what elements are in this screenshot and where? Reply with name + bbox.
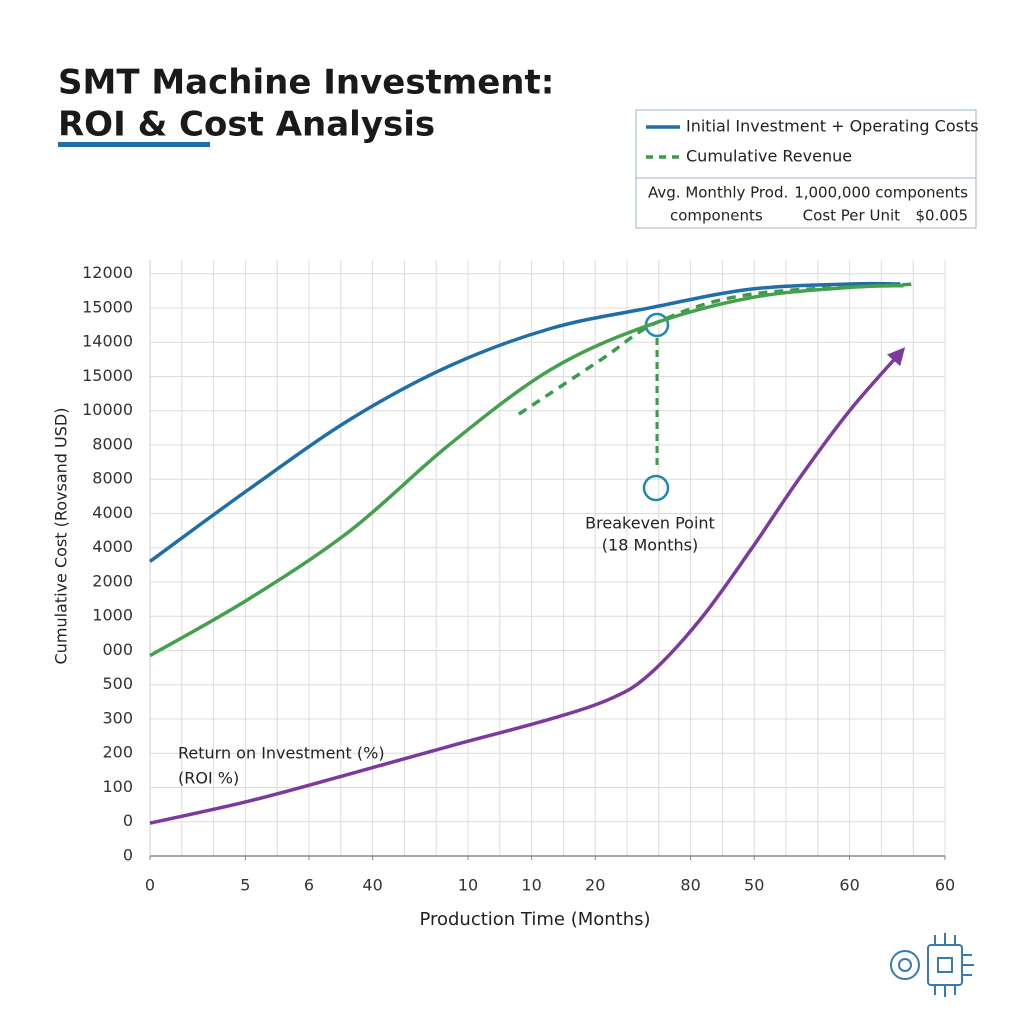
y-tick-label: 14000: [82, 332, 133, 351]
series-line: [149, 283, 904, 658]
annotation: (ROI %): [178, 769, 239, 788]
info-text: 1,000,000 components: [794, 184, 968, 202]
y-tick-label: 8000: [92, 469, 133, 488]
y-tick-label: 8000: [92, 434, 133, 453]
x-tick-label: 10: [521, 876, 541, 895]
y-tick-label: 1000: [92, 606, 133, 625]
y-tick-label: 15000: [82, 366, 133, 385]
y-tick-label: 4000: [92, 537, 133, 556]
x-tick-label: 80: [680, 876, 700, 895]
y-tick-label: 000: [102, 640, 133, 659]
x-tick-label: 60: [935, 876, 955, 895]
y-tick-label: 0: [123, 811, 133, 830]
info-text: $0.005: [916, 207, 969, 225]
x-tick-label: 20: [585, 876, 605, 895]
y-tick-label: 0: [123, 846, 133, 865]
title-underline: [58, 142, 210, 147]
info-text: Avg. Monthly Prod.: [648, 184, 788, 202]
x-tick-label: 0: [145, 876, 155, 895]
y-axis-label: Cumulative Cost (Rovsand USD): [52, 408, 71, 665]
grid: [149, 260, 946, 860]
annotation: (18 Months): [602, 536, 698, 555]
info-text: components: [670, 207, 763, 225]
y-tick-label: 200: [102, 743, 133, 762]
y-tick-label: 2000: [92, 571, 133, 590]
x-axis-label: Production Time (Months): [419, 909, 650, 930]
x-tick-label: 5: [240, 876, 250, 895]
y-tick-label: 300: [102, 708, 133, 727]
y-tick-label: 4000: [92, 503, 133, 522]
breakeven-circle: [642, 474, 670, 502]
x-tick-label: 6: [304, 876, 314, 895]
chip-icon: [890, 933, 974, 997]
y-tick-label: 12000: [82, 263, 133, 282]
series-line: [148, 281, 901, 563]
annotation: Return on Investment (%): [178, 744, 385, 763]
legend-label: Initial Investment + Operating Costs: [686, 117, 979, 136]
title-line: ROI & Cost Analysis: [58, 105, 435, 145]
title-line: SMT Machine Investment:: [58, 63, 554, 103]
series-line: [149, 347, 906, 825]
x-tick-label: 40: [362, 876, 382, 895]
y-tick-label: 15000: [82, 297, 133, 316]
annotation: Breakeven Point: [585, 514, 715, 533]
legend-box: [635, 109, 977, 229]
y-tick-label: 100: [102, 777, 133, 796]
y-tick-label: 10000: [82, 400, 133, 419]
x-tick-label: 60: [839, 876, 859, 895]
legend: [635, 109, 977, 229]
y-tick-label: 500: [102, 674, 133, 693]
legend-label: Cumulative Revenue: [686, 147, 852, 166]
x-tick-label: 10: [458, 876, 478, 895]
x-tick-label: 50: [744, 876, 764, 895]
info-text: Cost Per Unit: [803, 207, 900, 225]
